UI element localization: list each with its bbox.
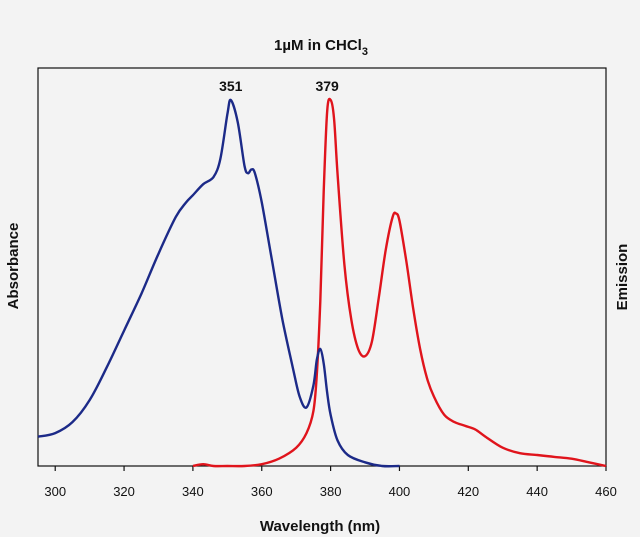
x-tick-label-320: 320	[113, 484, 135, 499]
x-tick-label-340: 340	[182, 484, 204, 499]
y-axis-label-right: Emission	[614, 244, 631, 311]
x-tick-label-420: 420	[457, 484, 479, 499]
x-axis-label: Wavelength (nm)	[260, 518, 380, 535]
x-tick-label-440: 440	[526, 484, 548, 499]
series-line-absorbance	[37, 98, 400, 468]
x-axis-ticks	[54, 466, 607, 471]
chart-title-main: 1µM in CHCl	[274, 37, 362, 54]
chart-title-subscript: 3	[362, 46, 368, 58]
x-tick-label-360: 360	[251, 484, 273, 499]
x-tick-label-380: 380	[320, 484, 342, 499]
peak-label-379: 379	[315, 78, 339, 94]
x-tick-label-300: 300	[44, 484, 66, 499]
y-axis-label-left: Absorbance	[5, 223, 22, 310]
peak-annotations: 351 379	[219, 78, 339, 94]
plot-frame	[37, 67, 607, 467]
x-tick-label-460: 460	[595, 484, 617, 499]
series-line-emission	[192, 97, 607, 468]
chart-title: 1µM in CHCl3	[274, 37, 368, 58]
x-tick-label-400: 400	[389, 484, 411, 499]
x-axis-tick-labels: 300 320 340 360 380 400 420 440 460	[44, 484, 616, 499]
peak-label-351: 351	[219, 78, 243, 94]
